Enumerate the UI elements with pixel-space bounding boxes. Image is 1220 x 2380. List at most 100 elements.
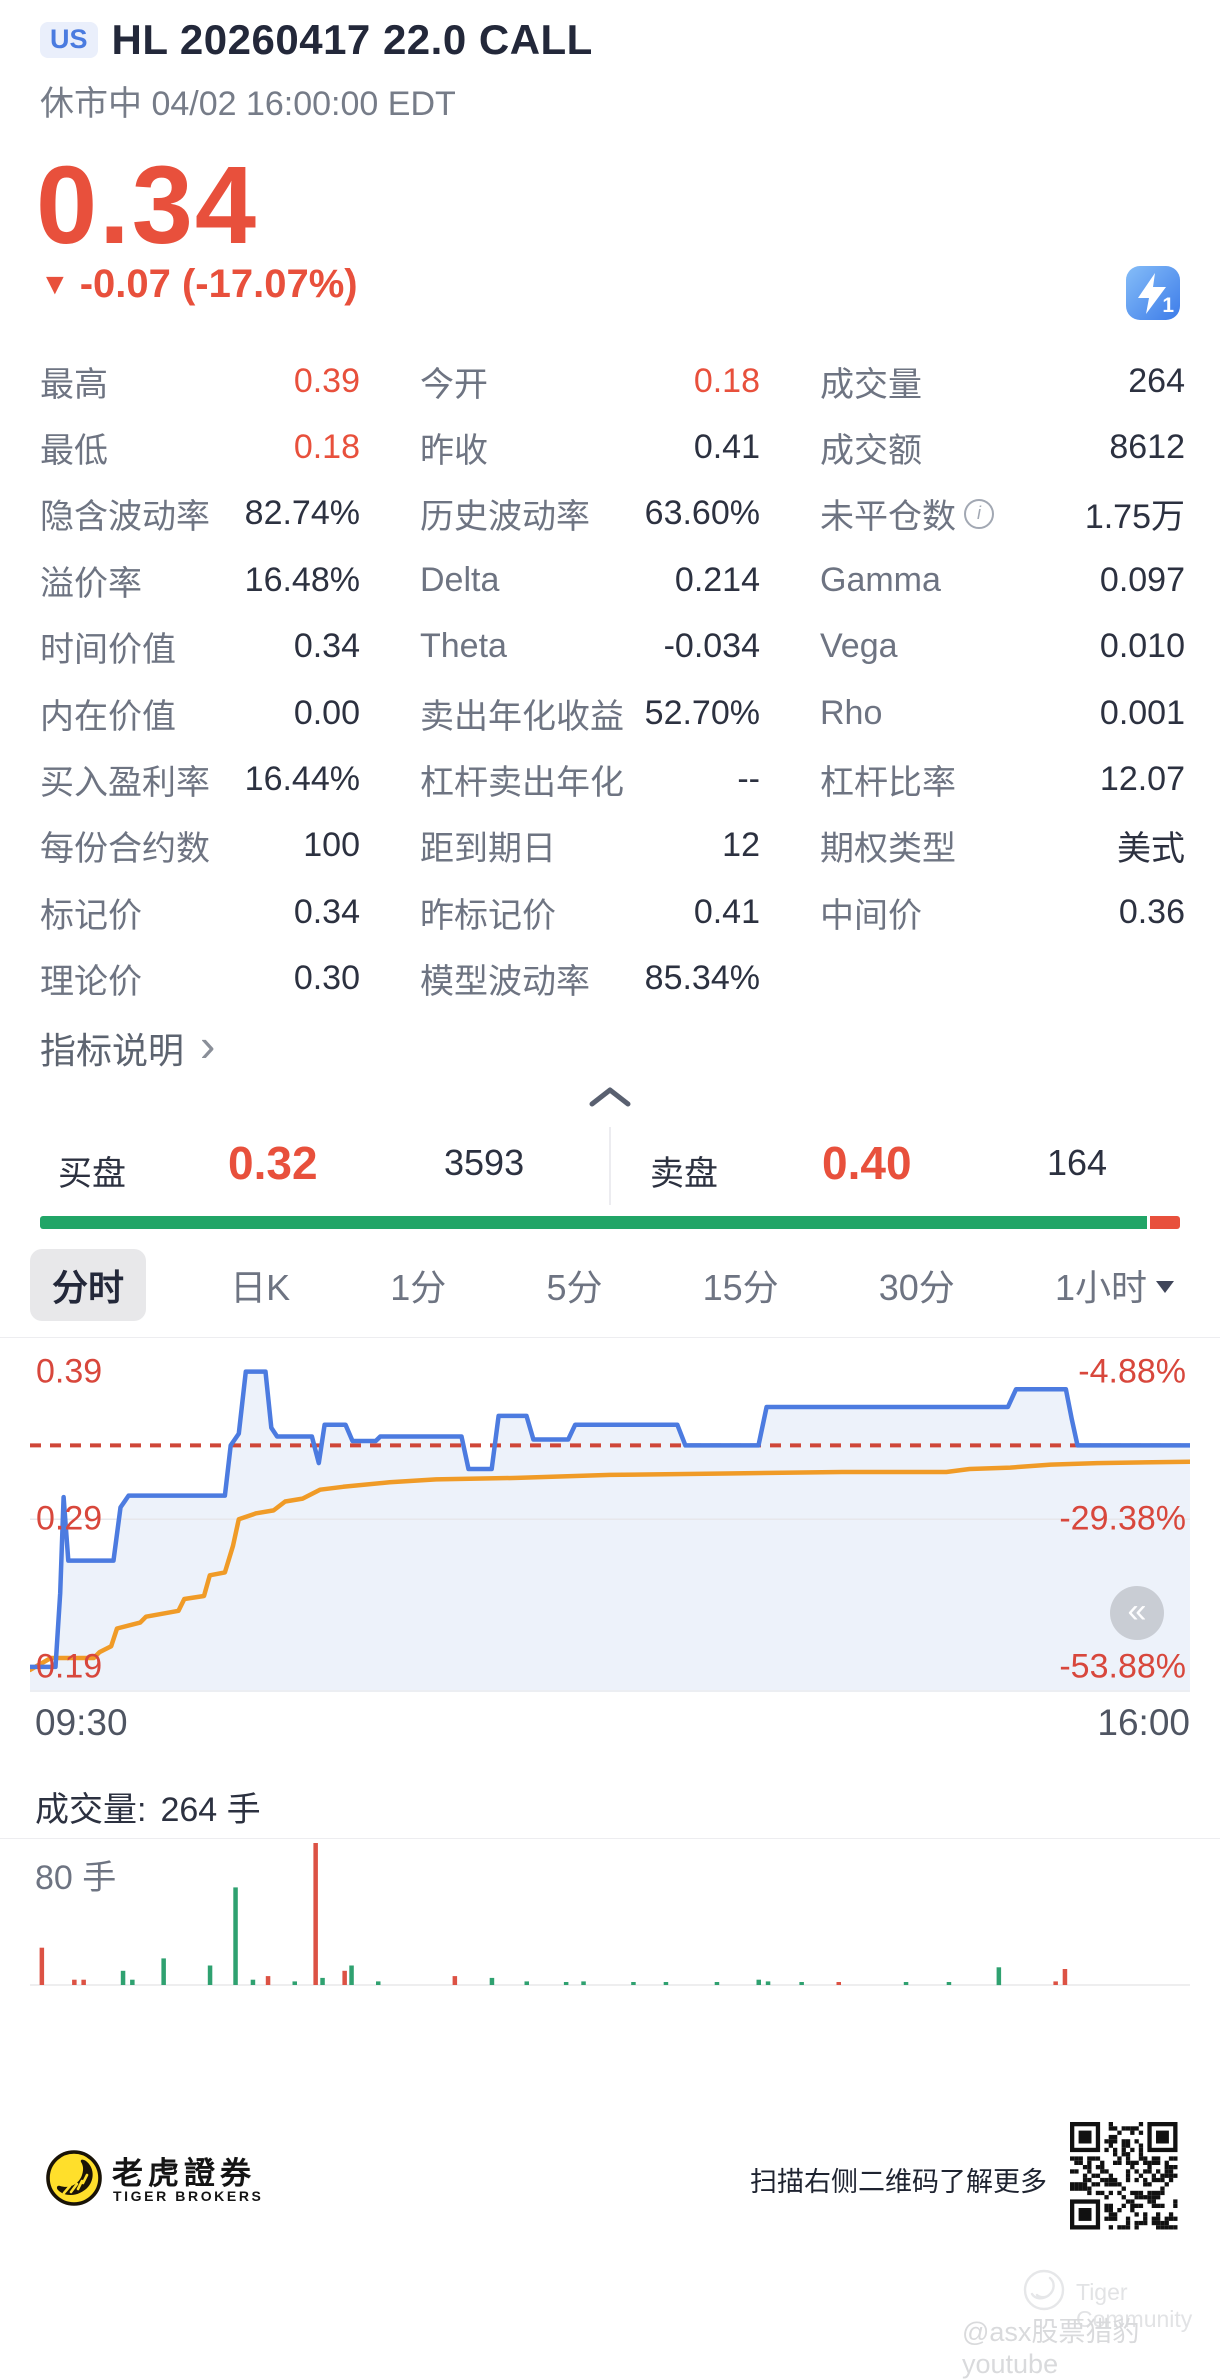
stat-cell: 杠杆卖出年化 -- — [360, 746, 760, 812]
stat-value: 16.44% — [244, 760, 360, 799]
chevron-up-icon — [589, 1087, 631, 1107]
tab-4[interactable]: 15分 — [687, 1249, 795, 1321]
tab-3[interactable]: 5分 — [530, 1249, 618, 1321]
order-book-divider — [609, 1127, 611, 1205]
stat-cell: 溢价率 16.48% — [40, 547, 360, 613]
y-axis-price-label: 0.29 — [36, 1499, 103, 1538]
stat-value: 85.34% — [644, 959, 760, 998]
rewind-button[interactable]: « — [1110, 1586, 1164, 1640]
x-axis-end-label: 16:00 — [1097, 1702, 1190, 1743]
stat-value: 0.36 — [1118, 892, 1185, 931]
stat-label: Vega — [820, 627, 898, 666]
stat-cell: 标记价 0.34 — [40, 879, 360, 945]
stat-cell: 中间价 0.36 — [760, 879, 1185, 945]
separator — [0, 1337, 1220, 1338]
stat-value: 0.34 — [293, 892, 360, 931]
stat-value: 0.18 — [293, 428, 360, 467]
stat-value: 12 — [722, 826, 760, 865]
tab-label: 1小时 — [1054, 1267, 1147, 1308]
stat-value: 100 — [303, 826, 360, 865]
tiger-brokers-name-en: TIGER BROKERS — [113, 2188, 264, 2204]
stat-cell: 内在价值 0.00 — [40, 680, 360, 746]
separator — [0, 1838, 1220, 1839]
stat-cell: 今开 0.18 — [360, 348, 760, 414]
volume-value: 264 手 — [160, 1791, 261, 1829]
stat-cell: 卖出年化收益 52.70% — [360, 680, 760, 746]
stat-value: -- — [737, 760, 760, 799]
stat-label: 距到期日 — [420, 830, 556, 869]
stat-cell: 每份合约数 100 — [40, 813, 360, 879]
indicator-explanation-link[interactable]: 指标说明 › — [40, 1022, 215, 1074]
collapse-panel-button[interactable] — [588, 1086, 632, 1113]
stat-cell: Theta -0.034 — [360, 614, 760, 680]
chevron-right-icon: › — [200, 1018, 216, 1071]
quote-level-badge[interactable]: 1 — [1126, 266, 1180, 320]
x-axis-start-label: 09:30 — [35, 1702, 128, 1743]
ask-label: 卖盘 — [650, 1155, 718, 1193]
bid-label: 买盘 — [58, 1155, 126, 1193]
stat-cell: 昨收 0.41 — [360, 414, 760, 480]
stat-value: 0.39 — [293, 361, 360, 400]
lightning-icon — [1138, 273, 1166, 314]
info-icon[interactable]: i — [964, 498, 994, 529]
ask-price[interactable]: 0.40 — [822, 1137, 912, 1189]
stat-cell: Delta 0.214 — [360, 547, 760, 613]
stat-label: 中间价 — [820, 896, 922, 935]
qr-code — [1070, 2122, 1178, 2239]
stat-cell: Gamma 0.097 — [760, 547, 1185, 613]
stat-value: 0.18 — [693, 361, 760, 400]
watermark-handle: @asx股票猎豹 youtube — [962, 2317, 1140, 2379]
stat-cell: 距到期日 12 — [360, 813, 760, 879]
stat-cell: 期权类型 美式 — [760, 813, 1185, 879]
header: US HL 20260417 22.0 CALL — [40, 16, 593, 64]
y-axis-percent-label: -29.38% — [1059, 1499, 1186, 1538]
caret-down-icon — [1155, 1281, 1174, 1293]
stat-value: 63.60% — [644, 494, 760, 533]
intraday-chart[interactable]: « 0.39 0.29 0.19 -4.88% -29.38% -53.88% — [30, 1345, 1190, 1692]
bid-size: 3593 — [444, 1142, 525, 1183]
tiger-brokers-name-cn: 老虎證券 — [112, 2156, 256, 2191]
stat-label: 期权类型 — [820, 830, 956, 869]
volume-label: 成交量: — [35, 1791, 147, 1829]
stat-value: 0.00 — [293, 693, 360, 732]
tab-label: 15分 — [702, 1267, 779, 1308]
quote-level-number: 1 — [1162, 294, 1174, 317]
volume-axis-label: 80 手 — [35, 1859, 117, 1897]
indicator-link-label: 指标说明 — [40, 1030, 185, 1071]
stat-value: 0.41 — [693, 892, 760, 931]
stat-value: -0.034 — [663, 627, 760, 666]
tab-label: 分时 — [52, 1267, 125, 1308]
stat-label: 溢价率 — [40, 564, 142, 603]
stat-label: Delta — [420, 560, 500, 599]
stat-label: 杠杆比率 — [820, 764, 956, 803]
tab-6[interactable]: 1小时 — [1039, 1249, 1190, 1321]
change-text: -0.07 (-17.07%) — [79, 262, 358, 306]
tab-5[interactable]: 30分 — [863, 1249, 971, 1321]
bid-ask-ratio-bar — [40, 1216, 1180, 1229]
stat-label: 最高 — [40, 365, 108, 404]
stat-cell: 最低 0.18 — [40, 414, 360, 480]
stat-cell: 模型波动率 85.34% — [360, 946, 760, 1012]
y-axis-price-label: 0.19 — [36, 1647, 103, 1686]
stat-value: 0.010 — [1099, 627, 1185, 666]
stat-value: 264 — [1128, 361, 1185, 400]
stat-label: 未平仓数 i — [820, 489, 994, 538]
tab-1[interactable]: 日K — [214, 1249, 306, 1321]
stat-label: 昨标记价 — [420, 896, 556, 935]
stat-value: 52.70% — [644, 693, 760, 732]
stat-label: 昨收 — [420, 432, 488, 471]
tab-0[interactable]: 分时 — [30, 1249, 147, 1321]
stat-cell: 时间价值 0.34 — [40, 614, 360, 680]
stat-value: 0.34 — [293, 627, 360, 666]
market-status: 休市中 04/02 16:00:00 EDT — [40, 85, 456, 123]
volume-chart[interactable] — [30, 1839, 1190, 1987]
stat-value: 1.75万 — [1084, 498, 1185, 537]
stat-cell: Rho 0.001 — [760, 680, 1185, 746]
stat-label: Rho — [820, 693, 883, 732]
stat-label: 模型波动率 — [420, 963, 590, 1002]
period-tab-bar: 分时 日K 1分 5分 15分 30分 1小时 — [30, 1248, 1190, 1322]
bid-price[interactable]: 0.32 — [228, 1137, 318, 1189]
tab-2[interactable]: 1分 — [374, 1249, 462, 1321]
tiger-community-text: Tiger Community — [1076, 2279, 1193, 2332]
stat-label: 杠杆卖出年化 — [420, 764, 624, 803]
